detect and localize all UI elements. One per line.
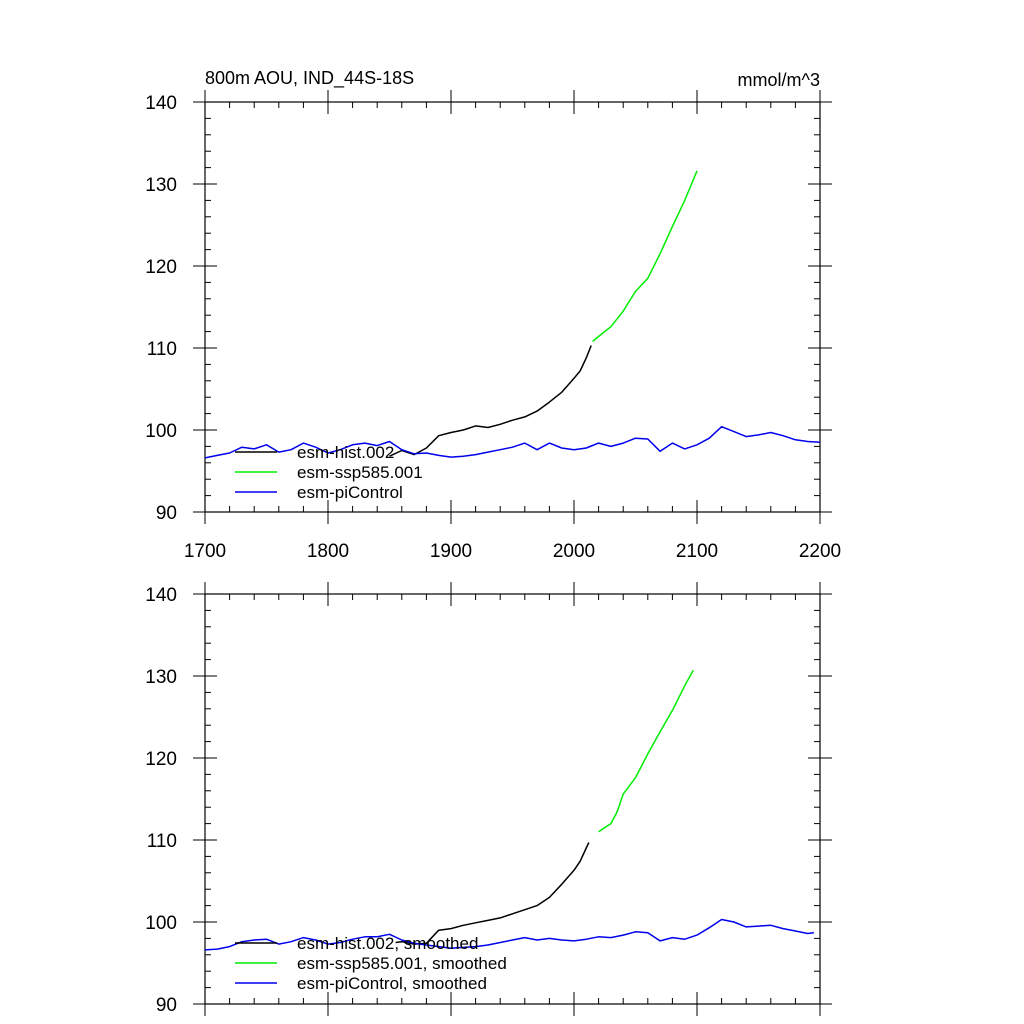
top-series-line-esm-hist-002 [389, 345, 592, 457]
top-y-tick-label: 140 [145, 93, 177, 114]
top-y-tick-label: 100 [145, 421, 177, 442]
bottom-series-line-esm-hist-002-smoothed [395, 842, 590, 945]
top-series-line-esm-ssp585-001 [592, 170, 698, 342]
top-chart-units: mmol/m^3 [738, 70, 820, 90]
top-x-tick-label: 2000 [553, 541, 595, 562]
top-y-tick-label: 90 [156, 503, 177, 524]
top-plot-frame [204, 101, 821, 513]
bottom-series-line-esm-ssp585-001-smoothed [598, 669, 694, 833]
top-legend-label: esm-ssp585.001 [297, 463, 423, 482]
bottom-y-tick-label: 90 [156, 995, 177, 1016]
bottom-series-line-esm-picontrol-smoothed [204, 918, 814, 951]
top-legend-label: esm-piControl [297, 483, 403, 502]
bottom-y-tick-label: 120 [145, 749, 177, 770]
top-x-tick-label: 1800 [307, 541, 349, 562]
top-chart-title: 800m AOU, IND_44S-18S [205, 68, 414, 89]
bottom-y-tick-label: 140 [145, 585, 177, 606]
bottom-legend-label: esm-ssp585.001, smoothed [297, 954, 507, 973]
top-y-tick-label: 130 [145, 175, 177, 196]
top-x-tick-label: 2100 [676, 541, 718, 562]
top-series-line-esm-picontrol [204, 425, 821, 459]
bottom-legend-label: esm-hist.002, smoothed [297, 934, 478, 953]
bottom-plot-frame [204, 593, 821, 1005]
bottom-y-tick-label: 130 [145, 667, 177, 688]
top-y-tick-label: 120 [145, 257, 177, 278]
bottom-y-tick-label: 100 [145, 913, 177, 934]
top-x-tick-label: 1900 [430, 541, 472, 562]
top-y-tick-label: 110 [147, 339, 177, 360]
top-chart-panel: 800m AOU, IND_44S-18S mmol/m^3 1700 1800 1… [145, 68, 841, 562]
bottom-legend-label: esm-piControl, smoothed [297, 974, 487, 993]
bottom-y-tick-label: 110 [147, 831, 177, 852]
top-x-tick-label: 2200 [799, 541, 841, 562]
top-legend-label: esm-hist.002 [297, 443, 394, 462]
top-x-tick-label: 1700 [184, 541, 226, 562]
